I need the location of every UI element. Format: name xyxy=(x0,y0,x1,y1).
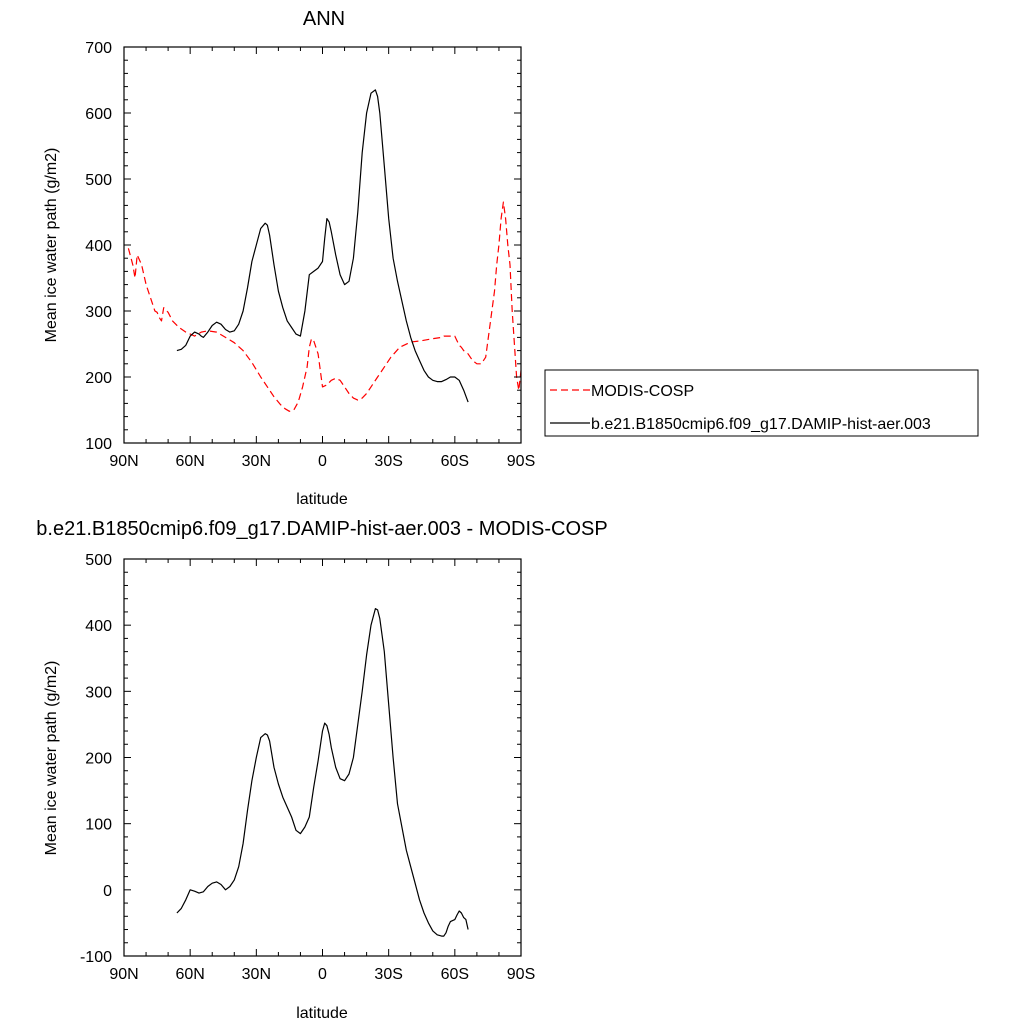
top-x-tick-label: 90S xyxy=(507,453,535,470)
bottom-x-tick-label: 30S xyxy=(374,966,402,983)
top-y-tick-label: 400 xyxy=(85,238,112,255)
top-y-tick-label: 200 xyxy=(85,370,112,387)
top-chart-title: ANN xyxy=(303,8,345,30)
legend-box xyxy=(544,369,979,437)
bottom-y-tick-label: 400 xyxy=(85,618,112,635)
bottom-y-tick-label: 200 xyxy=(85,751,112,768)
bottom-chart-title: b.e21.B1850cmip6.f09_g17.DAMIP-hist-aer.… xyxy=(36,518,607,540)
top-x-tick-label: 0 xyxy=(318,453,327,470)
top-y-axis-label: Mean ice water path (g/m2) xyxy=(43,148,60,343)
top-x-tick-label: 90N xyxy=(109,453,138,470)
top-x-tick-label: 30S xyxy=(374,453,402,470)
top-y-tick-label: 600 xyxy=(85,106,112,123)
bottom-y-tick-label: -100 xyxy=(80,949,112,966)
bottom-y-tick-label: 500 xyxy=(85,552,112,569)
top-series-line-0 xyxy=(127,201,522,412)
top-x-tick-label: 60N xyxy=(175,453,204,470)
legend-label-model: b.e21.B1850cmip6.f09_g17.DAMIP-hist-aer.… xyxy=(591,416,931,433)
bottom-x-ticks: 90N 60N 30N 0 30S 60S 90S xyxy=(109,559,535,983)
bottom-x-tick-label: 90S xyxy=(507,966,535,983)
bottom-plot-frame xyxy=(123,558,522,957)
top-panel: ANN 90N 60N 30N 0 30S 60S 90S 100 200 300 400 500 6… xyxy=(43,8,979,508)
bottom-panel: b.e21.B1850cmip6.f09_g17.DAMIP-hist-aer.… xyxy=(36,518,607,1022)
top-series-group xyxy=(127,89,522,412)
bottom-series-line-0 xyxy=(176,607,469,937)
legend-label-modis: MODIS-COSP xyxy=(591,383,694,400)
top-y-tick-label: 300 xyxy=(85,304,112,321)
bottom-x-tick-label: 90N xyxy=(109,966,138,983)
top-plot-frame xyxy=(123,46,522,444)
bottom-x-tick-label: 30N xyxy=(242,966,271,983)
top-x-tick-label: 30N xyxy=(242,453,271,470)
bottom-x-tick-label: 60S xyxy=(441,966,469,983)
bottom-y-tick-label: 0 xyxy=(103,883,112,900)
bottom-x-tick-label: 0 xyxy=(318,966,327,983)
bottom-y-ticks: -100 0 100 200 300 400 500 xyxy=(80,552,521,966)
bottom-x-axis-label: latitude xyxy=(296,1005,348,1022)
bottom-y-tick-label: 100 xyxy=(85,817,112,834)
legend: MODIS-COSP b.e21.B1850cmip6.f09_g17.DAMI… xyxy=(544,369,979,437)
top-x-axis-label: latitude xyxy=(296,491,348,508)
top-series-line-1 xyxy=(176,89,469,403)
bottom-x-tick-label: 60N xyxy=(175,966,204,983)
top-x-ticks: 90N 60N 30N 0 30S 60S 90S xyxy=(109,47,535,470)
top-y-tick-label: 500 xyxy=(85,172,112,189)
top-y-tick-label: 700 xyxy=(85,40,112,57)
top-y-tick-label: 100 xyxy=(85,436,112,453)
bottom-series-group xyxy=(176,607,469,937)
bottom-y-axis-label: Mean ice water path (g/m2) xyxy=(43,661,60,856)
bottom-y-tick-label: 300 xyxy=(85,684,112,701)
top-x-tick-label: 60S xyxy=(441,453,469,470)
top-y-ticks: 100 200 300 400 500 600 700 xyxy=(85,40,521,453)
